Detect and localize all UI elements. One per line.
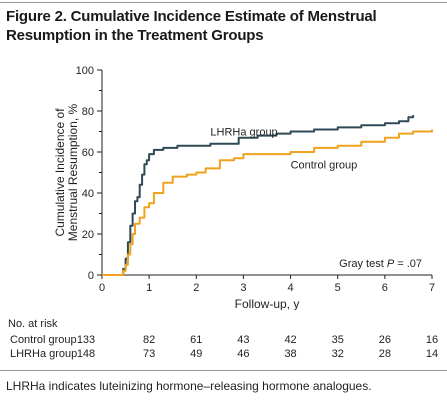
risk-cell: 133 [76, 334, 96, 346]
x-tick-label: 7 [429, 282, 435, 294]
risk-cell: 26 [378, 334, 391, 346]
figure-caption: LHRHa indicates luteinizing hormone–rele… [6, 379, 372, 393]
y-axis-label-line1: Cumulative Incidence of [53, 108, 67, 237]
risk-cell: 42 [284, 334, 297, 346]
x-axis-label: Follow-up, y [235, 297, 300, 310]
x-tick-label: 5 [335, 282, 341, 294]
y-tick-label: 100 [76, 65, 94, 77]
risk-cell: 32 [331, 348, 344, 360]
x-tick-label: 4 [288, 282, 294, 294]
risk-cell: 16 [425, 334, 439, 346]
x-tick-label: 0 [99, 282, 105, 294]
risk-table-row: Control group 133 82 61 43 42 35 26 16 [0, 334, 447, 348]
risk-row-label: LHRHa group [10, 348, 78, 360]
risk-table-heading: No. at risk [8, 318, 58, 330]
x-tick-label: 1 [146, 282, 152, 294]
incidence-chart: 0 20 40 60 80 100 0 1 2 3 4 5 6 7 Follow-up, y Cumulati… [53, 65, 435, 310]
risk-row-label: Control group [10, 334, 77, 346]
y-tick-label: 40 [82, 188, 94, 200]
risk-cell: 61 [190, 334, 203, 346]
figure-title: Figure 2. Cumulative Incidence Estimate … [6, 8, 377, 44]
series-label-control: Control group [291, 159, 358, 171]
risk-cell: 43 [237, 334, 250, 346]
y-tick-label: 20 [82, 229, 94, 241]
risk-cell: 82 [143, 334, 156, 346]
x-tick-label: 6 [382, 282, 388, 294]
series-label-lhrha: LHRHa group [210, 127, 277, 139]
risk-cell: 28 [378, 348, 391, 360]
risk-cell: 73 [143, 348, 156, 360]
gray-test-annotation: Gray test P = .07 [339, 258, 422, 270]
y-axis-label-line2: Menstrual Resumption, % [66, 103, 80, 241]
x-tick-label: 2 [193, 282, 199, 294]
caption-rule [0, 370, 447, 371]
series-line-control [102, 129, 433, 276]
y-tick-label: 60 [82, 147, 94, 159]
y-tick-label: 0 [88, 270, 94, 282]
top-rule [0, 2, 447, 3]
risk-cell: 46 [237, 348, 250, 360]
risk-cell: 14 [425, 348, 439, 360]
x-tick-label: 3 [240, 282, 246, 294]
risk-cell: 49 [190, 348, 203, 360]
risk-cell: 148 [76, 348, 96, 360]
risk-cell: 38 [284, 348, 297, 360]
risk-cell: 35 [331, 334, 344, 346]
y-tick-label: 80 [82, 106, 94, 118]
risk-table-row: LHRHa group 148 73 49 46 38 32 28 14 [0, 348, 447, 362]
series-line-lhrha [102, 115, 415, 276]
